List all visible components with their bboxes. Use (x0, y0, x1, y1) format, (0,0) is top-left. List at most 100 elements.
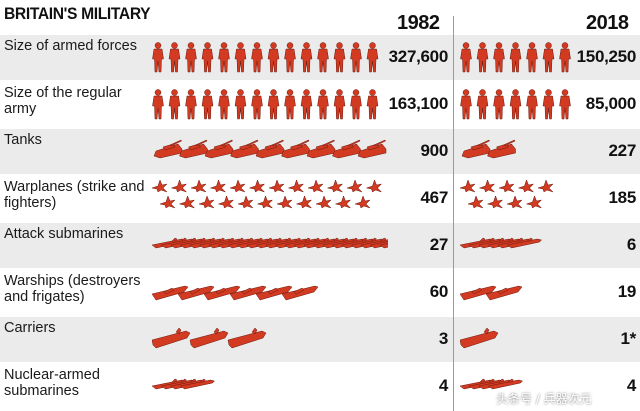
soldier-icon (185, 89, 197, 120)
icons-1982 (152, 317, 388, 362)
soldier-icon (284, 89, 296, 120)
soldier-icon (509, 42, 522, 73)
icons-1982 (152, 176, 388, 221)
value-1982: 163,100 (388, 94, 449, 113)
warplane-icon (287, 179, 305, 193)
soldier-icon (460, 89, 472, 120)
carrier-icon (152, 327, 191, 349)
soldier-icon (300, 89, 313, 120)
submarine-icon (179, 378, 215, 390)
warplane-icon (295, 195, 313, 209)
warplane-icon (486, 195, 504, 209)
soldier-icon (476, 89, 489, 120)
table-row: Warplanes (strike and fighters) 467 185 (0, 176, 640, 221)
icons-2018 (460, 270, 576, 315)
icon-group (460, 42, 571, 73)
value-1982: 467 (420, 188, 449, 207)
chart-rows: Size of armed forces (0, 35, 640, 411)
warplane-icon (152, 179, 168, 193)
warplane-icon (326, 179, 344, 193)
submarine-icon (487, 378, 523, 390)
warplane-icon (248, 179, 266, 193)
submarine-icon (369, 241, 388, 249)
warplane-icon (506, 195, 523, 209)
warplane-icon (517, 179, 535, 193)
icon-group (460, 89, 571, 120)
icon-group (460, 378, 523, 390)
soldier-icon (333, 89, 346, 120)
icon-group (152, 42, 379, 73)
value-1982: 3 (438, 329, 448, 348)
tank-icon (487, 139, 516, 159)
soldier-icon (476, 42, 489, 73)
warship-icon (203, 285, 241, 301)
soldier-icon (350, 42, 362, 73)
carrier-icon (189, 327, 229, 349)
warplane-icon (315, 195, 332, 209)
warplane-icon (190, 179, 207, 193)
soldier-icon (251, 89, 263, 120)
icons-2018 (460, 35, 576, 80)
table-row: Nuclear-armed submarines 4 4 (0, 364, 640, 409)
soldier-icon (218, 42, 230, 73)
soldier-icon (168, 42, 181, 73)
warplane-icon (229, 179, 246, 193)
tank-icon (332, 139, 361, 159)
row-label: Carriers (4, 320, 56, 336)
soldier-icon (300, 42, 313, 73)
icon-group (152, 327, 267, 349)
icons-1982 (152, 35, 388, 80)
warplane-icon (217, 195, 235, 209)
soldier-icon (493, 42, 505, 73)
warplane-icon (170, 179, 188, 193)
value-2018: 4 (626, 376, 636, 395)
carrier-icon (460, 327, 499, 349)
warplane-icon (159, 195, 176, 209)
warship-icon (281, 285, 319, 301)
warplane-icon (460, 179, 476, 193)
warship-icon (460, 285, 497, 301)
icons-1982 (152, 270, 388, 315)
soldier-icon (559, 89, 571, 120)
icons-1982 (152, 364, 388, 409)
soldier-icon (460, 42, 472, 73)
table-row: Attack submarines (0, 223, 640, 268)
row-label: Size of the regular army (4, 85, 122, 117)
soldier-icon (366, 89, 379, 120)
soldier-icon (366, 42, 379, 73)
value-2018: 19 (617, 282, 637, 301)
row-label: Warplanes (strike and fighters) (4, 179, 145, 211)
warplane-icon (334, 195, 352, 209)
table-row: Size of the regular army (0, 82, 640, 127)
column-header-2018: 2018 (586, 12, 629, 34)
warplane-icon (365, 179, 383, 193)
soldier-icon (234, 42, 247, 73)
icons-2018 (460, 364, 576, 409)
column-divider (453, 16, 454, 411)
value-2018: 150,250 (576, 47, 637, 66)
icon-group (152, 285, 319, 301)
warplane-icon (467, 195, 484, 209)
chart-title: BRITAIN'S MILITARY (4, 4, 151, 23)
warship-icon (255, 285, 293, 301)
warplane-icon (256, 195, 274, 209)
soldier-icon (509, 89, 522, 120)
soldier-icon (201, 42, 214, 73)
soldier-icon (251, 42, 263, 73)
tank-icon (281, 139, 310, 159)
icon-group (152, 89, 379, 120)
watermark: 头条号 / 兵器次元 (496, 392, 592, 406)
soldier-icon (493, 89, 505, 120)
table-row: Warships (destroyers and frigates) 60 19 (0, 270, 640, 315)
icons-2018 (460, 176, 576, 221)
warplane-icon (276, 195, 293, 209)
value-2018: 1* (620, 329, 637, 348)
tank-icon (230, 139, 259, 159)
row-label: Attack submarines (4, 226, 124, 242)
icon-group (152, 179, 383, 209)
row-label: Tanks (4, 132, 42, 148)
table-row: Tanks (0, 129, 640, 174)
warplane-icon (268, 179, 285, 193)
warship-icon (485, 285, 523, 301)
icon-group (460, 285, 523, 301)
